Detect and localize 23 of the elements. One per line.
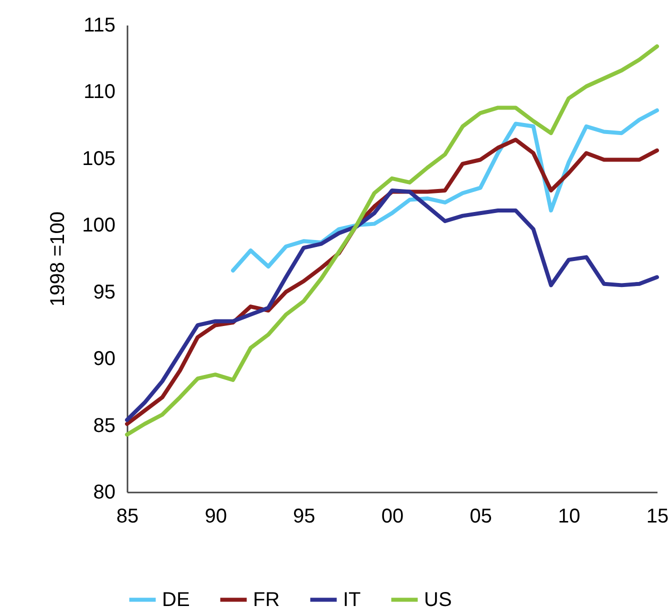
y-tick-label: 80 xyxy=(93,482,116,504)
x-tick-label: 90 xyxy=(204,506,227,528)
legend-label: IT xyxy=(343,588,361,609)
line-series xyxy=(231,108,659,273)
x-tick-label: 10 xyxy=(558,506,580,528)
y-tick-label: 90 xyxy=(93,348,116,370)
x-tick-label: 85 xyxy=(116,506,139,528)
y-tick-label: 85 xyxy=(93,414,116,437)
legend-label: DE xyxy=(162,588,190,609)
y-axis-title: 1998 =100 xyxy=(47,211,70,307)
y-tick-label: 110 xyxy=(84,81,116,104)
legend-label: FR xyxy=(253,588,280,609)
legend-label: US xyxy=(424,588,452,609)
x-tick-label: 05 xyxy=(470,506,492,528)
y-tick-label: 100 xyxy=(82,214,116,237)
x-tick-label: 00 xyxy=(381,506,404,528)
y-tick-label: 95 xyxy=(93,281,116,304)
y-tick-label: 115 xyxy=(84,14,116,36)
x-tick-label: 95 xyxy=(293,506,316,528)
line-series xyxy=(125,188,659,422)
x-tick-label: 15 xyxy=(646,506,669,528)
y-tick-label: 105 xyxy=(82,148,116,170)
line-series xyxy=(125,44,659,437)
